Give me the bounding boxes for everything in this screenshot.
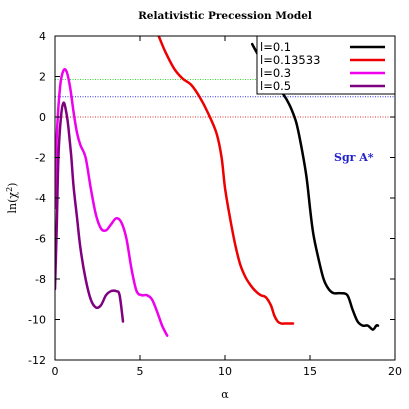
- x-axis-label: α: [221, 388, 229, 401]
- legend-label-3: l=0.5: [260, 79, 291, 93]
- legend-box: [256, 35, 396, 95]
- series-line-2: [55, 68, 169, 337]
- x-tick-label: 15: [303, 365, 317, 378]
- annotation-sgr-a: Sgr A*: [334, 151, 374, 164]
- y-axis-label-end: ): [6, 183, 19, 187]
- y-axis-label: ln(χ2): [5, 183, 19, 214]
- legend-label-2: l=0.3: [260, 66, 291, 80]
- x-tick-label: 20: [388, 365, 402, 378]
- y-tick-label: -2: [35, 152, 46, 165]
- chart-title: Relativistic Precession Model: [138, 10, 312, 22]
- x-axis-ticks: 0 5 10 15 20: [52, 36, 402, 378]
- legend-label-1: l=0.13533: [260, 53, 320, 67]
- y-tick-label: 4: [39, 30, 46, 43]
- series-line-3: [55, 101, 125, 323]
- y-tick-label: -10: [28, 314, 46, 327]
- y-axis-ticks: -12 -10 -8 -6 -4 -2 0 2 4: [28, 30, 395, 367]
- y-tick-label: -12: [28, 354, 46, 367]
- y-tick-label: 0: [39, 111, 46, 124]
- y-tick-label: -6: [35, 233, 46, 246]
- y-axis-label-main: ln(χ: [6, 192, 19, 214]
- x-tick-label: 0: [52, 365, 59, 378]
- y-tick-label: -4: [35, 192, 46, 205]
- y-axis-label-sup: 2: [5, 187, 14, 192]
- x-tick-label: 10: [218, 365, 232, 378]
- y-tick-label: 2: [39, 71, 46, 84]
- legend-label-0: l=0.1: [260, 40, 291, 54]
- y-tick-label: -8: [35, 273, 46, 286]
- series-line-1: [157, 36, 295, 325]
- x-tick-label: 5: [137, 365, 144, 378]
